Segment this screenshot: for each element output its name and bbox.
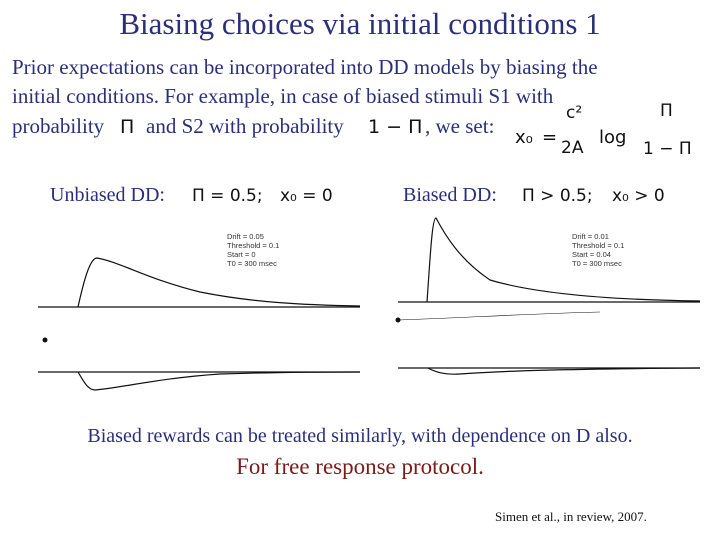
start-point bbox=[42, 337, 48, 343]
rewards-note: Biased rewards can be treated similarly,… bbox=[87, 425, 633, 447]
formula-frac-num: Π bbox=[660, 101, 673, 121]
lower-density bbox=[77, 371, 361, 391]
trace bbox=[397, 311, 601, 321]
formula-eq: = bbox=[542, 127, 558, 148]
param: Threshold = 0.1 bbox=[227, 241, 280, 250]
param: Start = 0 bbox=[227, 250, 256, 259]
formula-den: 2A bbox=[561, 138, 584, 158]
intro-line: initial conditions. For example, in case… bbox=[12, 84, 554, 108]
protocol-note: For free response protocol. bbox=[236, 454, 484, 479]
lower-density bbox=[427, 367, 701, 375]
intro-text: , we set: bbox=[425, 114, 495, 138]
citation: Simen et al., in review, 2007. bbox=[495, 509, 647, 524]
formula-num: c² bbox=[566, 103, 583, 123]
upper-density bbox=[426, 217, 701, 303]
panel-condition: Π = 0.5; bbox=[192, 186, 263, 206]
param: T0 = 300 msec bbox=[227, 259, 277, 268]
param: Threshold = 0.1 bbox=[572, 241, 625, 250]
param: Drift = 0.05 bbox=[227, 232, 264, 241]
formula-fn: log bbox=[599, 127, 627, 148]
panel-condition: Π > 0.5; bbox=[522, 186, 593, 206]
formula-lhs: x₀ bbox=[515, 127, 533, 148]
start-point bbox=[395, 317, 401, 323]
param: Drift = 0.01 bbox=[572, 232, 609, 241]
upper-density bbox=[77, 257, 361, 308]
param: T0 = 300 msec bbox=[572, 259, 622, 268]
panel-label: Biased DD: bbox=[403, 184, 497, 206]
panel-label: Unbiased DD: bbox=[50, 184, 165, 206]
intro-line: Prior expectations can be incorporated i… bbox=[12, 55, 598, 79]
math-symbol: Π bbox=[120, 116, 135, 138]
panel-start: x₀ = 0 bbox=[280, 186, 333, 206]
param: Start = 0.04 bbox=[572, 250, 611, 259]
formula-frac-den: 1 − Π bbox=[643, 139, 692, 159]
intro-text: and S2 with probability bbox=[146, 114, 344, 138]
math-symbol: 1 − Π bbox=[368, 116, 423, 138]
panel-start: x₀ > 0 bbox=[612, 186, 665, 206]
intro-text: probability bbox=[12, 114, 105, 138]
title: Biasing choices via initial conditions 1 bbox=[119, 6, 601, 41]
